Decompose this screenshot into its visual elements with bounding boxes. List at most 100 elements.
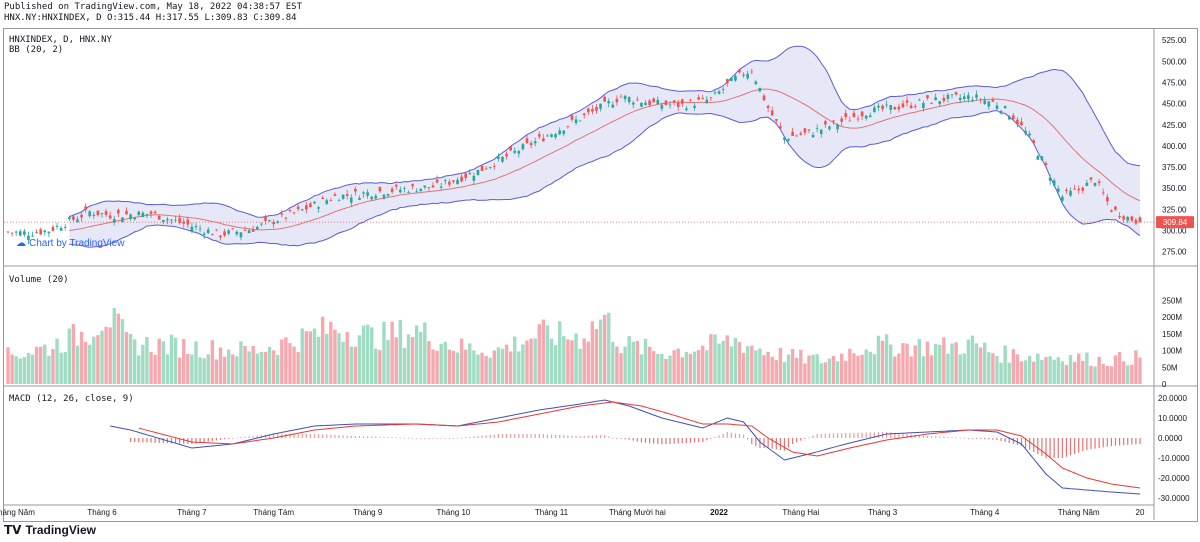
candle-body [1048,177,1052,181]
macd-histogram-bar [890,432,892,438]
candle [227,228,230,236]
macd-tick-label: -10.0000 [1158,454,1190,463]
volume-bar [370,327,374,384]
macd-histogram-bar [387,437,389,438]
macd-histogram-bar [138,438,140,443]
volume-bar [149,351,153,384]
macd-histogram-bar [497,434,499,438]
volume-bar [104,326,108,384]
macd-histogram-bar [489,434,491,438]
time-tick-label: Tháng 11 [535,508,569,517]
candle-body [909,105,913,109]
volume-bar [835,361,840,384]
bollinger-band-fill [69,46,1140,248]
chart-watermark[interactable]: ☁ Chart by TradingView [16,238,124,249]
footer-brand[interactable]: 𝗧𝗩 TradingView [4,523,96,537]
candle [509,145,512,152]
candle-body [542,138,545,142]
volume-bar [623,346,627,384]
candle [272,219,275,229]
price-tick-label: 425.00 [1162,121,1187,130]
candle-body [464,173,468,179]
candle-body [194,226,198,228]
volume-bar [353,346,358,384]
candle [832,119,835,125]
volume-bar [38,346,43,384]
volume-bar [651,351,656,384]
volume-bar [974,343,979,384]
candle [215,229,218,232]
candle-body [104,211,108,215]
candle [591,105,594,115]
volume-bar [754,350,758,384]
volume-bar [557,321,562,384]
volume-bar [929,355,934,384]
candle-body [51,226,55,231]
candle [403,186,406,193]
candle-body [497,156,500,159]
volume-bar [173,337,178,384]
candle [84,203,87,213]
candle [300,208,304,211]
macd-histogram-bar [403,437,406,439]
candle [243,226,247,232]
candle-body [39,229,42,235]
volume-pane-label: Volume (20) [9,275,69,285]
macd-histogram-bar [677,438,679,444]
candle-body [309,203,312,208]
chart-frame[interactable] [3,28,1198,522]
candle-body [603,96,606,102]
volume-bar [210,340,215,384]
candle [166,216,169,225]
candle [770,106,774,116]
time-tick-label: Tháng 9 [353,508,383,517]
candle-body [296,206,300,210]
macd-histogram-bar [375,436,377,438]
macd-histogram-bar [722,433,724,438]
macd-histogram-bar [636,438,638,442]
candle-body [521,144,525,150]
macd-histogram-bar [154,438,156,443]
macd-histogram-bar [342,435,344,438]
macd-histogram-bar [649,438,651,444]
candle [149,210,153,218]
candle-body [1040,156,1044,161]
candle [439,182,443,191]
macd-histogram-bar [309,434,312,438]
macd-histogram-bar [334,435,336,438]
macd-histogram-bar [559,435,561,438]
candle [92,212,96,220]
candle [807,129,811,133]
macd-tick-label: -30.0000 [1158,494,1190,503]
macd-histogram-bar [644,438,647,443]
candle-body [174,219,177,221]
candle [889,104,893,114]
macd-histogram-bar [820,433,822,438]
candle [137,210,141,216]
macd-histogram-bar [832,433,835,438]
candle-body [439,186,443,188]
macd-histogram-bar [158,438,160,443]
macd-histogram-bar [980,438,982,439]
volume-bar [6,347,10,384]
candle [472,172,476,185]
volume-bar [705,350,709,384]
price-tick-label: 350.00 [1162,184,1187,193]
volume-bar [946,353,950,384]
candle [774,118,778,125]
macd-histogram-bar [767,438,769,448]
macd-histogram-bar [747,438,749,440]
volume-bar [206,354,210,384]
candle-body [133,217,136,220]
candle [636,96,639,102]
macd-histogram-bar [1061,438,1063,458]
volume-bar [231,354,235,384]
macd-histogram-bar [612,438,614,439]
macd-histogram-bar [1102,438,1104,448]
volume-bar [128,333,133,384]
volume-bar [529,338,533,384]
time-tick-label: Tháng 6 [87,508,117,517]
time-tick-label: Tháng 3 [868,508,898,517]
candle [897,103,901,113]
